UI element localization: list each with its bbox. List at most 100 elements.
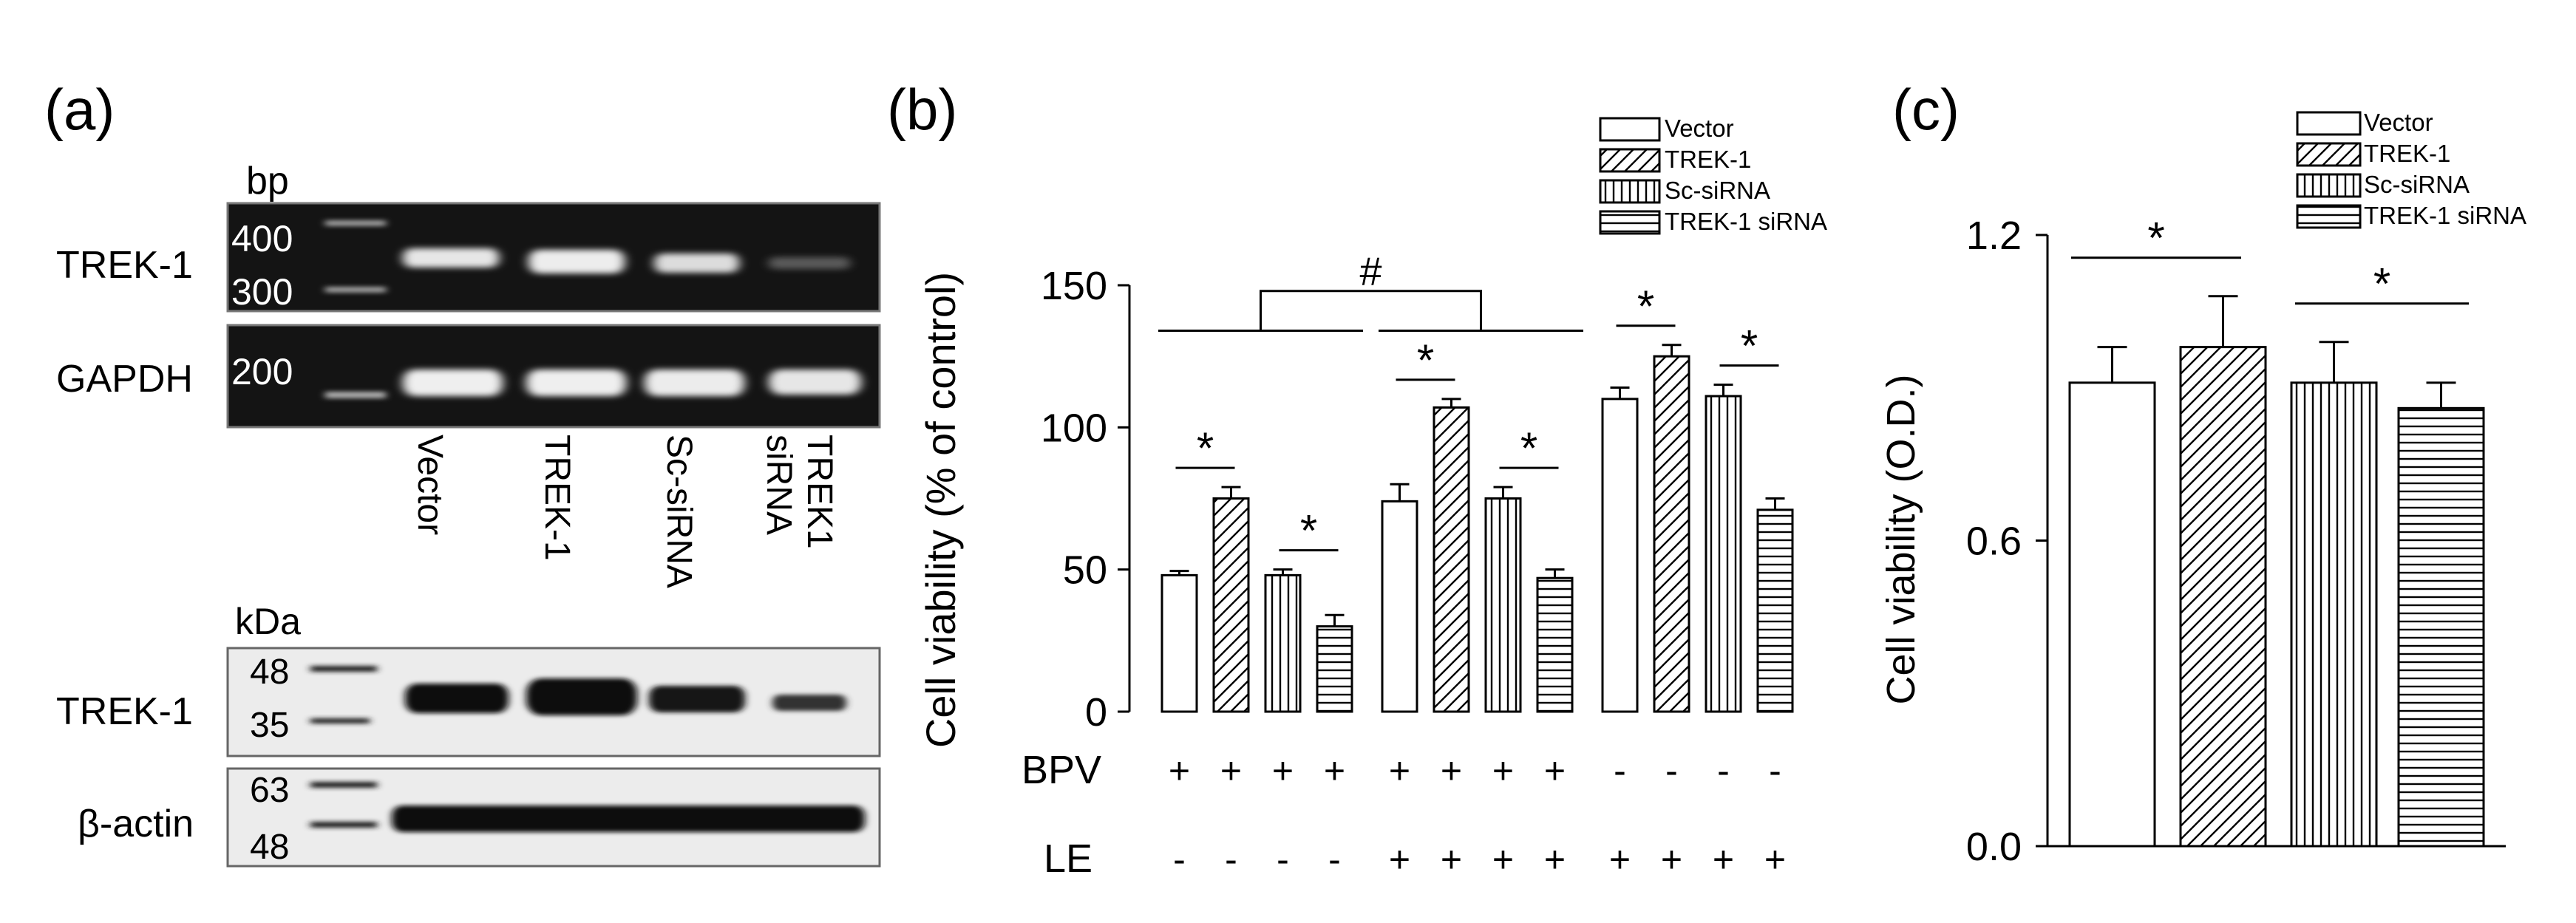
pcr-band-sc-sirna <box>654 253 739 273</box>
treatment-sign: - <box>1665 750 1678 791</box>
western-marker-35: 35 <box>250 706 289 745</box>
treatment-sign: - <box>1614 750 1626 791</box>
y-tick-label: 0.0 <box>1966 825 2022 869</box>
blot-band-sc-sirna <box>649 686 745 712</box>
western-marker-63: 63 <box>250 771 289 810</box>
legend-label: TREK-1 <box>1665 146 1751 173</box>
ladder-band <box>310 666 377 672</box>
bar-trek-1-sirna <box>1756 508 1794 713</box>
significance-star: * <box>1300 506 1317 556</box>
legend: Vector TREK-1 Sc-siRNA TREK-1 siRNA <box>1599 115 1827 235</box>
lane-label-line: TREK1 <box>800 435 839 549</box>
treatment-sign: - <box>1717 750 1730 791</box>
legend-label: TREK-1 siRNA <box>1665 208 1827 235</box>
lane-label-vector: Vector <box>410 435 449 535</box>
legend-label: TREK-1 <box>2364 140 2450 167</box>
panel-c: (c) 0.00.61.2 Cell viability (O.D.) ** V… <box>1879 77 2526 869</box>
pcr-marker-200: 200 <box>231 351 293 392</box>
bar-trek-1-sirna <box>1536 576 1574 713</box>
legend-swatch <box>1599 210 1661 235</box>
ladder-band <box>310 822 377 828</box>
legend-label: TREK-1 siRNA <box>2364 202 2526 229</box>
blot-band-trek1-sirna <box>772 695 846 711</box>
treatment-label: BPV <box>1022 748 1101 792</box>
ladder-band <box>325 392 386 398</box>
bar-trek-1-sirna <box>1316 625 1353 713</box>
pcr-gel-gapdh: 200 <box>226 324 881 429</box>
y-tick-label: 150 <box>1041 264 1107 308</box>
panel-a: (a) bp 400 300 TREK-1 200 GAPDH Vecto <box>44 77 881 868</box>
gapdh-band-vector <box>403 369 503 396</box>
legend-swatch <box>1599 117 1661 142</box>
bar-trek-1 <box>1433 406 1470 713</box>
legend-swatch <box>1599 148 1661 173</box>
y-axis-label: Cell viability (% of control) <box>917 272 964 748</box>
pcr-row-label-trek1: TREK-1 <box>56 244 193 287</box>
panel-b: (b) 0 50 100 150 Cell viability (% of contr… <box>887 77 1827 881</box>
treatment-sign: + <box>1661 839 1682 880</box>
pcr-unit-label: bp <box>246 160 289 202</box>
y-tick-label: 100 <box>1041 406 1107 450</box>
lane-label-sc-sirna: Sc-siRNA <box>659 435 699 588</box>
western-marker-48b: 48 <box>250 828 289 867</box>
blot-band-trek1 <box>526 678 637 715</box>
pcr-marker-400: 400 <box>231 218 293 259</box>
treatment-sign: + <box>1272 750 1294 791</box>
ladder-band <box>310 782 377 788</box>
pcr-marker-300: 300 <box>231 271 293 313</box>
treatment-sign: + <box>1609 839 1631 880</box>
pcr-band-vector <box>403 248 499 268</box>
treatment-sign: - <box>1328 839 1341 880</box>
treatment-sign: + <box>1389 839 1410 880</box>
western-unit-label: kDa <box>235 601 301 642</box>
significance-star: * <box>1741 321 1758 371</box>
treatment-sign: - <box>1225 839 1237 880</box>
pcr-gel-trek1: 400 300 <box>226 202 881 313</box>
western-blot-trek1: 48 35 <box>226 647 881 757</box>
y-tick-label: 0.6 <box>1966 520 2022 564</box>
annotations: ** <box>2071 214 2469 309</box>
bar-trek-1 <box>2179 346 2267 848</box>
legend-swatch <box>2296 111 2362 136</box>
western-blot-actin: 63 48 <box>226 767 881 868</box>
legend-label: Vector <box>2364 109 2433 136</box>
legend-swatch <box>2296 173 2362 198</box>
treatment-sign: + <box>1544 750 1566 791</box>
significance-star: * <box>1197 423 1214 473</box>
lane-label-line: siRNA <box>759 435 798 535</box>
bar-sc-sirna <box>1264 573 1302 713</box>
y-tick-label: 50 <box>1063 548 1107 593</box>
significance-star: * <box>1417 336 1434 385</box>
y-ticks: 0.0 0.6 1.2 <box>1966 214 2047 869</box>
bars <box>2068 295 2485 848</box>
bar-sc-sirna <box>2290 381 2378 848</box>
legend-swatch <box>2296 204 2362 229</box>
bar-vector <box>1160 573 1198 713</box>
legend-label: Sc-siRNA <box>1665 177 1770 204</box>
lane-label-trek1: TREK-1 <box>537 435 577 561</box>
treatment-sign: - <box>1173 839 1186 880</box>
legend: Vector TREK-1 Sc-siRNA TREK-1 siRNA <box>2296 109 2526 229</box>
treatment-label: LE <box>1044 837 1092 881</box>
treatment-sign: + <box>1492 750 1514 791</box>
treatment-sign: + <box>1492 839 1514 880</box>
treatment-sign: + <box>1389 750 1410 791</box>
bar-vector <box>2068 381 2156 848</box>
ladder-band <box>325 287 386 293</box>
ladder-band <box>310 718 370 723</box>
gapdh-band-sc-sirna <box>645 369 744 396</box>
legend-swatch <box>1599 179 1661 204</box>
treatment-sign: + <box>1169 750 1190 791</box>
western-row-label-actin: β-actin <box>78 803 194 845</box>
ladder-band <box>325 220 386 226</box>
panel-a-label: (a) <box>44 77 115 142</box>
significance-star: * <box>1520 423 1537 473</box>
bar-trek-1-sirna <box>2397 406 2485 848</box>
significance-star: * <box>1637 282 1654 331</box>
annotations: * * * * * * # <box>1158 250 1779 556</box>
significance-star: * <box>2147 214 2164 263</box>
pcr-band-trek1 <box>529 250 625 273</box>
group-difference-mark: # <box>1359 250 1382 294</box>
y-ticks: 0 50 100 150 <box>1041 264 1129 735</box>
treatment-rows: BPV + + + + + + + + - - - -LE - - - - + + + + + + + + <box>1022 748 1786 881</box>
